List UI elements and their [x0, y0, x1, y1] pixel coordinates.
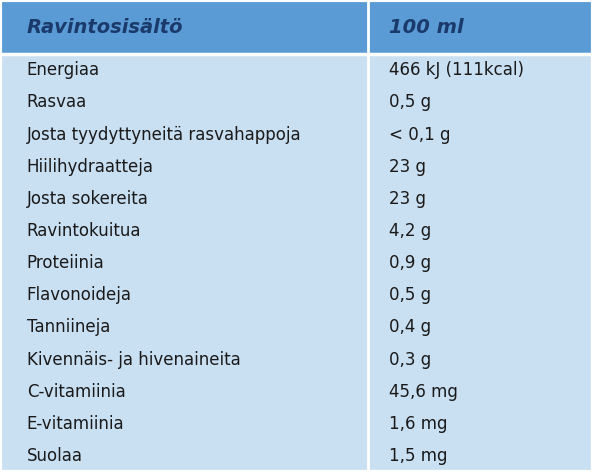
Text: 1,5 mg: 1,5 mg [389, 447, 448, 465]
Text: Proteiinia: Proteiinia [27, 254, 104, 272]
Text: Ravintosisältö: Ravintosisältö [27, 17, 183, 37]
Text: 45,6 mg: 45,6 mg [389, 383, 458, 401]
Text: Josta sokereita: Josta sokereita [27, 190, 149, 208]
Text: 0,3 g: 0,3 g [389, 351, 431, 369]
Text: 0,9 g: 0,9 g [389, 254, 431, 272]
Text: Josta tyydyttyneitä rasvahappoja: Josta tyydyttyneitä rasvahappoja [27, 126, 301, 143]
Text: Tanniineja: Tanniineja [27, 319, 110, 337]
Text: 0,5 g: 0,5 g [389, 93, 431, 111]
Text: E-vitamiinia: E-vitamiinia [27, 415, 125, 433]
Text: Ravintokuitua: Ravintokuitua [27, 222, 141, 240]
Text: Hiilihydraatteja: Hiilihydraatteja [27, 158, 154, 176]
Text: 4,2 g: 4,2 g [389, 222, 431, 240]
Text: 1,6 mg: 1,6 mg [389, 415, 448, 433]
Text: 0,5 g: 0,5 g [389, 287, 431, 304]
Text: Energiaa: Energiaa [27, 61, 100, 79]
Bar [0, 0, 593, 54]
Text: 0,4 g: 0,4 g [389, 319, 431, 337]
Text: Flavonoideja: Flavonoideja [27, 287, 132, 304]
Text: Rasvaa: Rasvaa [27, 93, 87, 111]
Text: 100 ml: 100 ml [389, 17, 464, 37]
Text: 466 kJ (111kcal): 466 kJ (111kcal) [389, 61, 524, 79]
Text: 23 g: 23 g [389, 190, 426, 208]
Text: Kivennäis- ja hivenaineita: Kivennäis- ja hivenaineita [27, 351, 240, 369]
Text: 23 g: 23 g [389, 158, 426, 176]
Text: Suolaa: Suolaa [27, 447, 82, 465]
Text: < 0,1 g: < 0,1 g [389, 126, 451, 143]
Text: C-vitamiinia: C-vitamiinia [27, 383, 126, 401]
